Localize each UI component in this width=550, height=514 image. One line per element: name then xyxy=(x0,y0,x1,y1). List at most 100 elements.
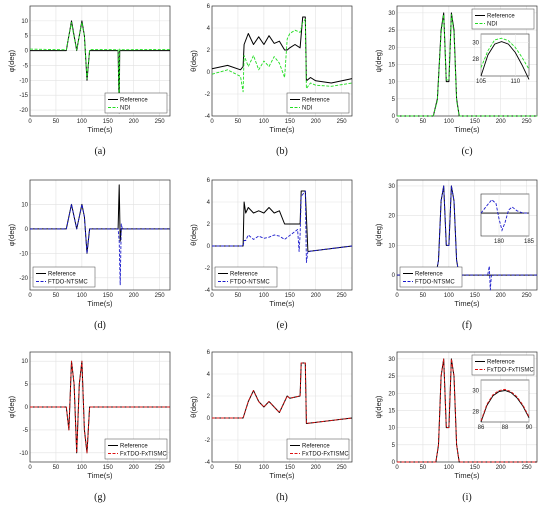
plot-frame xyxy=(211,5,353,117)
inset-x-tick-label: 105 xyxy=(476,79,487,85)
y-tick-label: 25 xyxy=(388,28,395,34)
x-axis-label: Time(s) xyxy=(454,471,480,480)
inset-x-tick-label: 86 xyxy=(478,425,485,431)
x-tick-label: 200 xyxy=(311,293,322,299)
inset-y-tick-label: 30 xyxy=(472,40,479,46)
legend-entry: NDI xyxy=(120,106,131,112)
x-tick-label: 0 xyxy=(395,119,399,125)
inset-series-line xyxy=(480,388,530,422)
y-tick-label: 25 xyxy=(388,374,395,380)
inset-x-tick-label: 88 xyxy=(502,425,509,431)
x-tick-label: 250 xyxy=(522,119,533,125)
y-tick-label: 0 xyxy=(392,114,396,120)
legend: Reference FxTDO-FxTISMC xyxy=(471,354,534,376)
x-tick-label: 150 xyxy=(470,119,481,125)
x-tick-label: 0 xyxy=(28,293,32,299)
y-tick-label: -20 xyxy=(19,108,28,114)
inset-series-line xyxy=(480,390,530,423)
y-tick-label: 5 xyxy=(25,382,29,388)
x-tick-label: 150 xyxy=(285,293,296,299)
subplot-caption: (g) xyxy=(94,492,106,503)
y-tick-label: 10 xyxy=(21,19,28,25)
x-tick-label: 50 xyxy=(235,465,242,471)
legend: Reference NDI xyxy=(286,92,350,114)
y-tick-label: -5 xyxy=(23,428,29,434)
y-tick-label: 0 xyxy=(25,227,29,233)
y-tick-label: 6 xyxy=(207,178,211,184)
inset: 86 88 90 28 30 xyxy=(472,379,533,431)
y-tick-label: 2 xyxy=(207,394,211,400)
y-tick-label: -5 xyxy=(23,63,29,69)
y-tick-label: 5 xyxy=(392,97,396,103)
x-axis-label: Time(s) xyxy=(454,299,480,308)
legend-entry: FxTDO-FxTISMC xyxy=(487,368,534,374)
inset-x-tick-label: 110 xyxy=(510,79,520,85)
series-line-controller xyxy=(397,185,537,291)
x-tick-label: 200 xyxy=(496,119,507,125)
y-axis-label: ψ(deg) xyxy=(374,223,383,246)
x-tick-label: 150 xyxy=(103,465,114,471)
x-axis-label: Time(s) xyxy=(87,125,113,134)
series-line-controller xyxy=(397,358,537,463)
y-axis-label: φ(deg) xyxy=(7,395,16,418)
series-line-controller xyxy=(29,21,171,105)
y-tick-label: 0 xyxy=(392,460,396,466)
x-tick-label: 50 xyxy=(53,293,60,299)
y-tick-label: 6 xyxy=(207,4,211,10)
x-tick-label: 0 xyxy=(210,119,214,125)
legend-box xyxy=(286,92,350,114)
series-line-reference xyxy=(212,362,353,424)
x-tick-label: 100 xyxy=(77,293,88,299)
y-tick-label: 0 xyxy=(207,244,211,250)
plot-frame xyxy=(29,5,171,117)
y-tick-label: 5 xyxy=(25,34,29,40)
legend-entry: Reference xyxy=(48,272,76,278)
y-tick-label: 10 xyxy=(21,202,28,208)
y-tick-label: 10 xyxy=(21,359,28,365)
y-tick-label: -2 xyxy=(205,92,211,98)
x-axis-label: Time(s) xyxy=(454,125,480,134)
subplot-g: 0 50 100 150 200 250 -10 -5 0 5 10 Time(s) φ(deg) Ref… xyxy=(7,351,171,503)
series-line-controller xyxy=(30,203,170,286)
inset-series-line xyxy=(480,37,530,70)
series-line-reference xyxy=(30,184,170,254)
y-tick-label: 0 xyxy=(392,273,396,279)
y-axis-label: ψ(deg) xyxy=(374,49,383,72)
legend: Reference FTDO-NTSMC xyxy=(32,266,96,288)
x-tick-label: 50 xyxy=(235,293,242,299)
y-tick-label: 30 xyxy=(388,357,395,363)
inset-y-tick-label: 28 xyxy=(472,410,479,416)
x-tick-label: 100 xyxy=(259,293,270,299)
legend-entry: FTDO-NTSMC xyxy=(230,280,270,286)
x-tick-label: 200 xyxy=(496,293,507,299)
subplot-h: 0 50 100 150 200 250 -4 -2 0 2 4 6 Time(s) θ(deg) Refe… xyxy=(189,350,353,503)
y-tick-label: 15 xyxy=(388,62,395,68)
inset-x-tick-label: 185 xyxy=(524,239,535,245)
y-tick-label: 0 xyxy=(25,405,29,411)
y-tick-label: -4 xyxy=(205,114,211,120)
x-tick-label: 150 xyxy=(285,465,296,471)
x-tick-label: 250 xyxy=(155,465,166,471)
subplot-caption: (h) xyxy=(276,492,288,503)
x-tick-label: 250 xyxy=(337,465,348,471)
legend: Reference FxTDO-FxTISMC xyxy=(104,438,167,460)
x-axis-label: Time(s) xyxy=(87,471,113,480)
series-line-controller xyxy=(212,362,353,424)
series-line-controller xyxy=(397,14,537,117)
legend-box xyxy=(32,266,96,288)
subplot-caption: (a) xyxy=(94,146,105,157)
legend: Reference FTDO-NTSMC xyxy=(214,266,278,288)
y-tick-label: 6 xyxy=(207,350,211,356)
y-tick-label: 10 xyxy=(388,80,395,86)
subplot-c: 0 50 100 150 200 250 0 5 10 15 20 25 30 Time(s) ψ(deg)… xyxy=(374,5,538,157)
y-tick-label: 15 xyxy=(388,408,395,414)
legend-entry: NDI xyxy=(487,22,498,28)
x-tick-label: 200 xyxy=(129,465,140,471)
y-tick-label: -4 xyxy=(205,288,211,294)
y-tick-label: -10 xyxy=(19,78,28,84)
series-line-reference xyxy=(211,16,353,84)
x-tick-label: 0 xyxy=(395,465,399,471)
y-tick-label: -20 xyxy=(19,276,28,282)
y-axis-label: θ(deg) xyxy=(189,50,198,72)
legend-entry: Reference xyxy=(487,360,515,366)
